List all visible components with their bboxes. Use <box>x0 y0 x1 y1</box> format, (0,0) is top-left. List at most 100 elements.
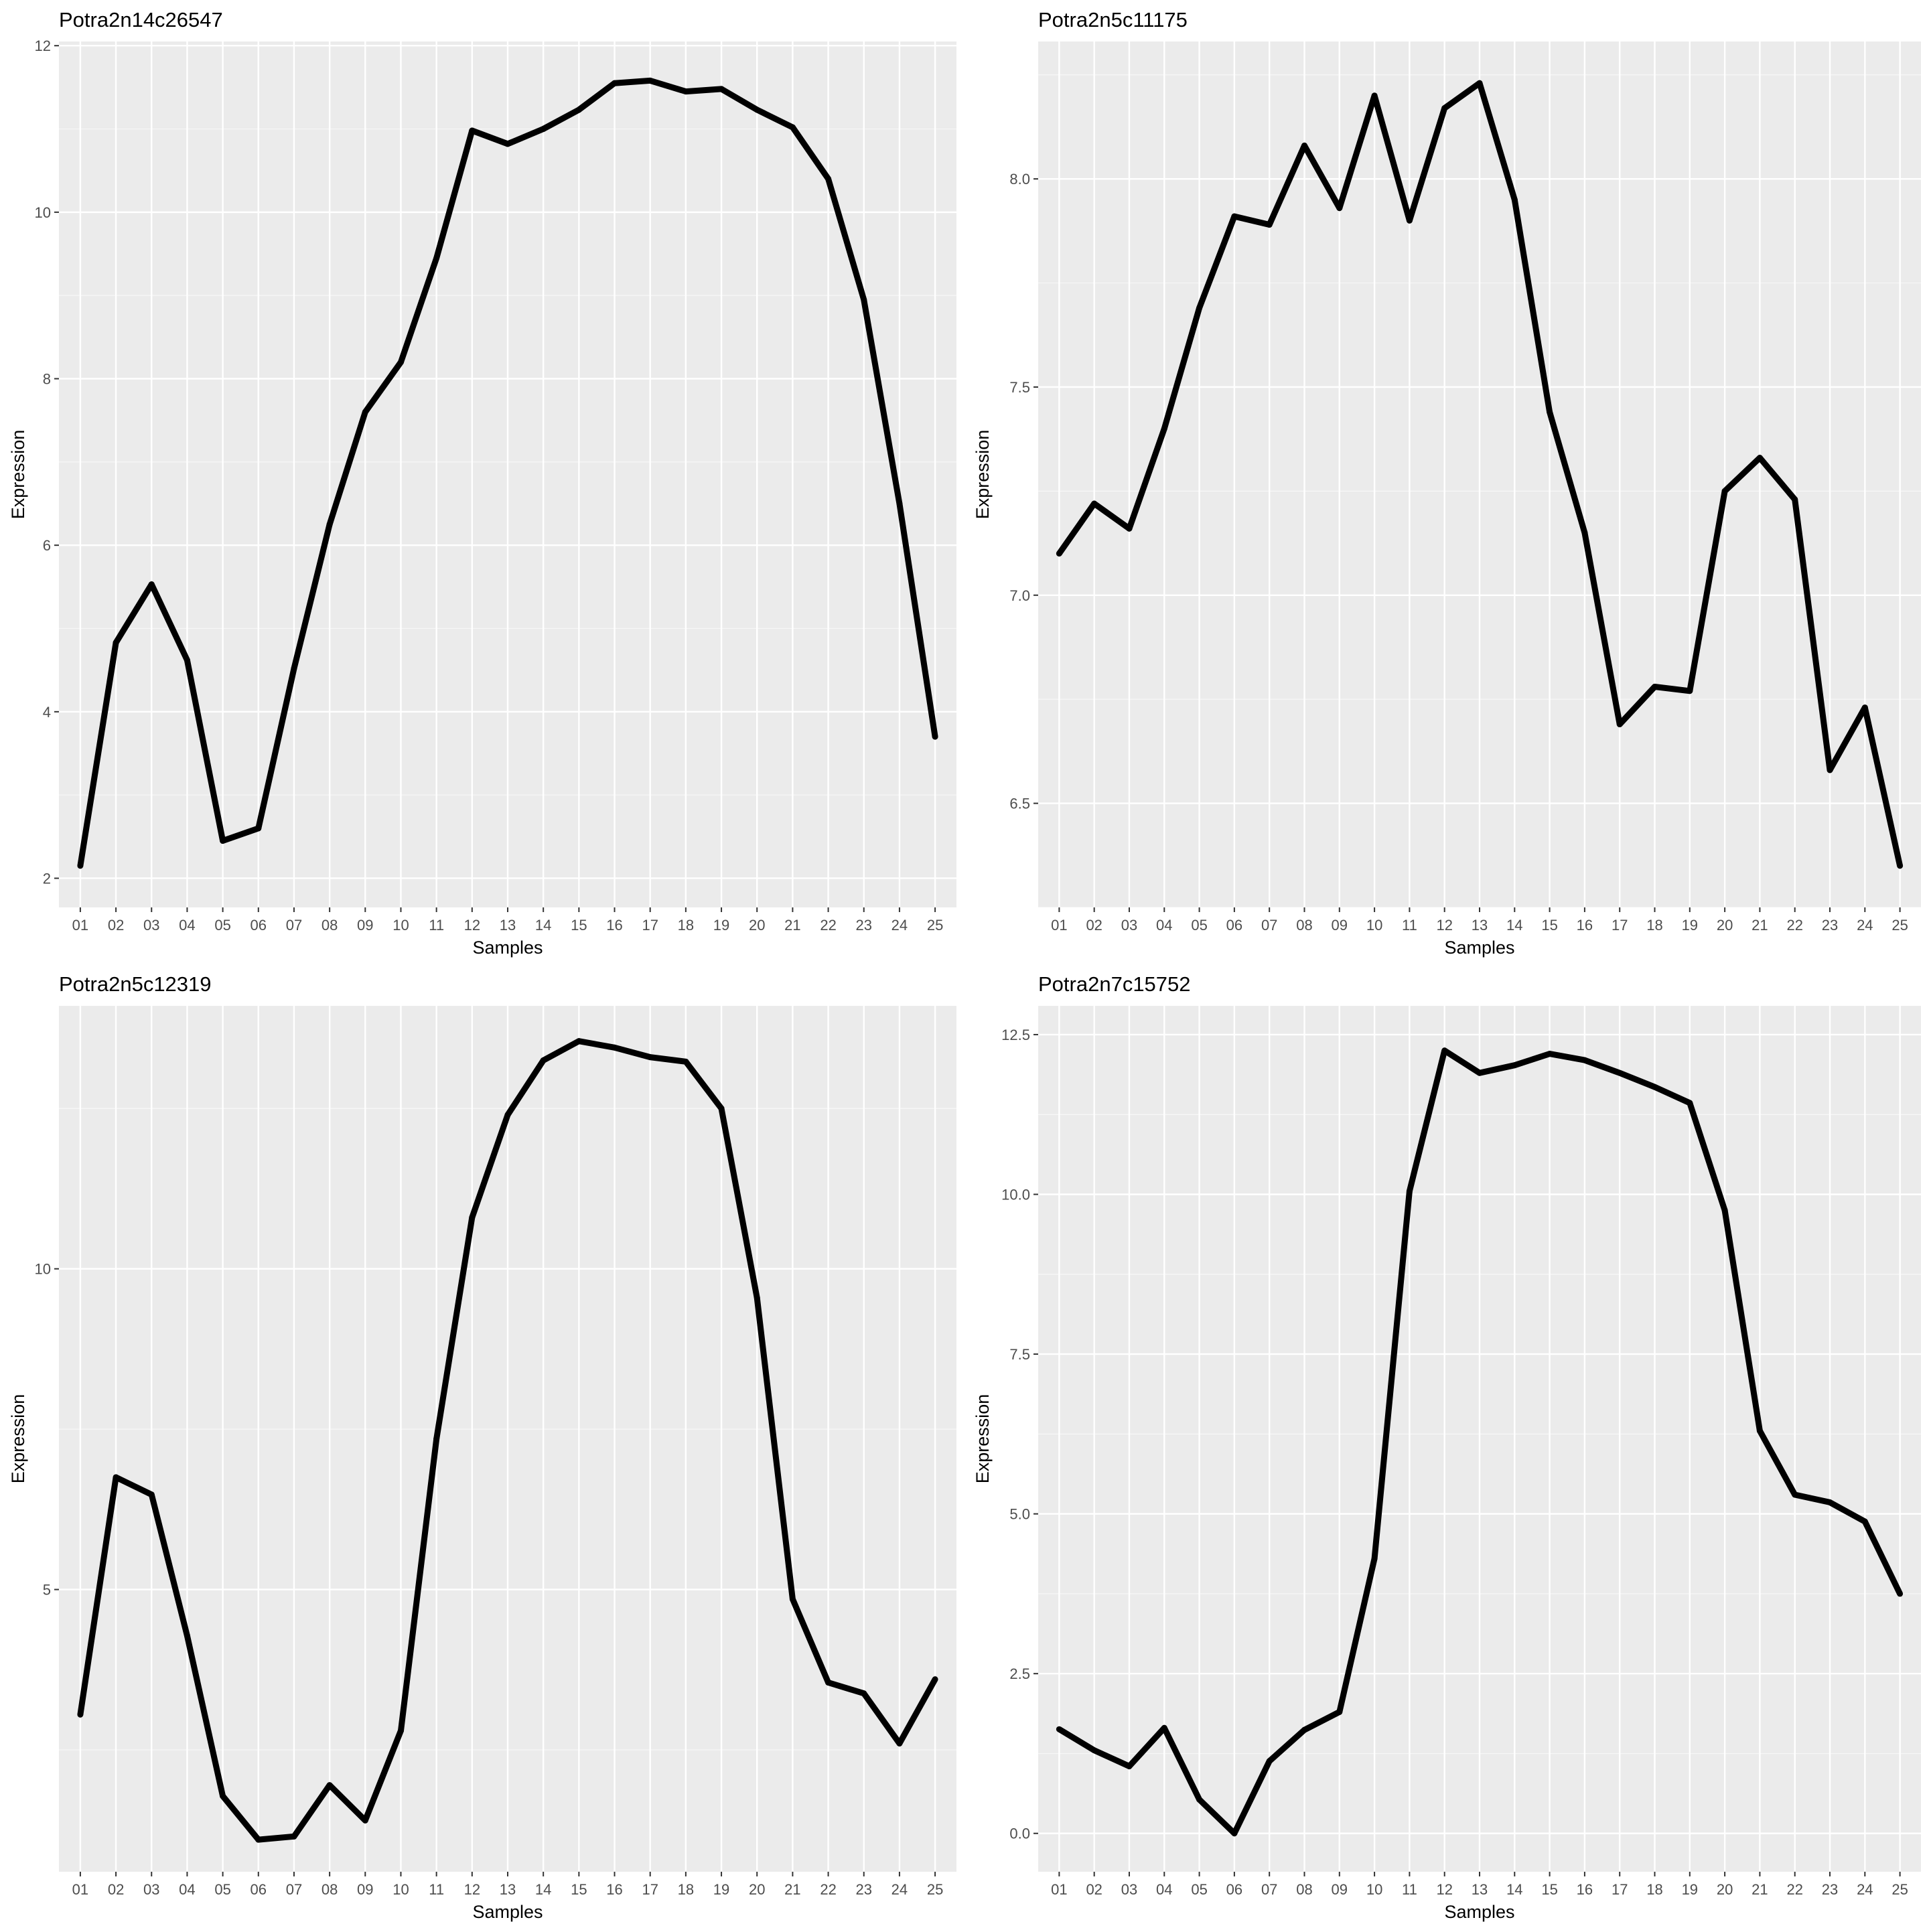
x-tick-label: 03 <box>143 917 159 934</box>
x-tick-label: 21 <box>784 1881 800 1898</box>
panel-top-left: 2 4 6 8 10 12 01 02 03 04 05 06 07 08 09 10 11 12 13 14 15 16… <box>0 0 964 964</box>
x-tick-label: 05 <box>214 1881 230 1898</box>
data-point <box>1301 142 1307 149</box>
panel-top-right: 6.5 7.0 7.5 8.0 01 02 03 04 05 06 07 08 09 10 11 12 13 14… <box>964 0 1929 964</box>
data-point <box>469 127 476 134</box>
data-point <box>362 408 368 415</box>
x-tick-label: 17 <box>642 917 658 934</box>
x-tick-label: 09 <box>1332 1881 1348 1898</box>
data-point <box>1336 1708 1343 1715</box>
x-tick-label: 24 <box>1857 917 1873 934</box>
data-point <box>896 1740 903 1747</box>
y-tick-label: 12 <box>35 38 51 54</box>
data-point <box>540 1057 547 1063</box>
x-tick-label: 06 <box>1226 917 1242 934</box>
x-tick-label: 12 <box>1436 917 1452 934</box>
x-axis-label: Samples <box>1444 938 1514 958</box>
y-tick-label: 4 <box>43 704 51 721</box>
x-tick-label: 15 <box>571 917 587 934</box>
x-axis-label: Samples <box>1444 1902 1514 1922</box>
y-tick-label: 7.0 <box>1009 587 1030 604</box>
data-point <box>1406 217 1413 224</box>
data-point <box>718 86 725 92</box>
data-point <box>718 1105 725 1112</box>
y-axis-label: Expression <box>973 430 993 520</box>
data-point <box>1056 1726 1062 1732</box>
x-tick-label: 15 <box>1541 1881 1557 1898</box>
data-point <box>932 733 938 740</box>
x-tick-label: 16 <box>1577 1881 1593 1898</box>
x-tick-label: 12 <box>1436 1881 1452 1898</box>
data-point <box>1371 92 1378 99</box>
x-tick-label: 16 <box>606 917 622 934</box>
data-point <box>1897 863 1904 869</box>
x-tick-label: 24 <box>1857 1881 1873 1898</box>
x-tick-label: 08 <box>322 1881 338 1898</box>
x-tick-label: 02 <box>1086 917 1102 934</box>
x-tick-label: 19 <box>713 1881 729 1898</box>
x-tick-label: 11 <box>429 1881 444 1898</box>
x-axis-label: Samples <box>472 1902 543 1922</box>
x-tick-label: 04 <box>179 1881 195 1898</box>
data-point <box>184 1633 190 1639</box>
x-tick-label: 20 <box>1717 1881 1733 1898</box>
data-point <box>113 640 119 646</box>
y-tick-label: 5 <box>43 1582 51 1599</box>
data-point <box>148 581 155 588</box>
x-tick-label: 25 <box>1891 1881 1908 1898</box>
data-point <box>1547 408 1553 415</box>
x-tick-label: 07 <box>286 1881 302 1898</box>
data-point <box>291 665 297 672</box>
data-point <box>647 77 654 84</box>
x-tick-label: 14 <box>535 1881 551 1898</box>
x-tick-label: 03 <box>143 1881 159 1898</box>
x-tick-label: 09 <box>357 1881 373 1898</box>
data-point <box>77 863 84 869</box>
x-tick-label: 19 <box>713 917 729 934</box>
x-tick-label: 03 <box>1121 1881 1137 1898</box>
data-point <box>825 175 832 182</box>
data-point <box>1792 496 1798 503</box>
x-tick-label: 18 <box>678 1881 694 1898</box>
data-point <box>1406 1188 1413 1195</box>
data-point <box>362 1817 368 1824</box>
x-tick-label: 06 <box>251 917 267 934</box>
data-point <box>1161 1724 1167 1731</box>
data-point <box>148 1491 155 1498</box>
y-tick-label: 8.0 <box>1009 171 1030 188</box>
x-tick-label: 17 <box>642 1881 658 1898</box>
data-point <box>575 1038 582 1045</box>
y-tick-label: 8 <box>43 371 51 388</box>
x-tick-label: 01 <box>72 1881 88 1898</box>
y-tick-label: 7.5 <box>1009 1346 1030 1363</box>
data-point <box>1196 1796 1203 1803</box>
data-point <box>1091 1747 1098 1754</box>
y-tick-label: 10 <box>35 1261 51 1278</box>
data-point <box>1161 425 1167 432</box>
data-point <box>1126 1763 1133 1770</box>
data-point <box>1756 1428 1763 1434</box>
y-tick-label: 10.0 <box>1001 1187 1030 1203</box>
data-point <box>647 1054 654 1061</box>
y-tick-label: 0.0 <box>1009 1826 1030 1842</box>
data-point <box>575 106 582 113</box>
x-tick-label: 21 <box>784 917 800 934</box>
data-point <box>255 825 262 832</box>
data-point <box>1301 1726 1307 1733</box>
x-tick-label: 10 <box>392 1881 409 1898</box>
data-point <box>397 1727 404 1734</box>
data-point <box>1441 1047 1448 1054</box>
y-tick-label: 6.5 <box>1009 796 1030 812</box>
data-point <box>1266 222 1273 228</box>
x-tick-label: 21 <box>1752 917 1768 934</box>
x-tick-label: 16 <box>606 1881 622 1898</box>
data-point <box>1091 500 1098 507</box>
data-point <box>1336 205 1343 212</box>
data-point <box>932 1676 938 1683</box>
x-tick-label: 08 <box>1296 917 1312 934</box>
data-point <box>1861 1518 1868 1525</box>
data-point <box>397 359 404 366</box>
data-point <box>1196 305 1203 311</box>
x-tick-label: 10 <box>1366 917 1382 934</box>
